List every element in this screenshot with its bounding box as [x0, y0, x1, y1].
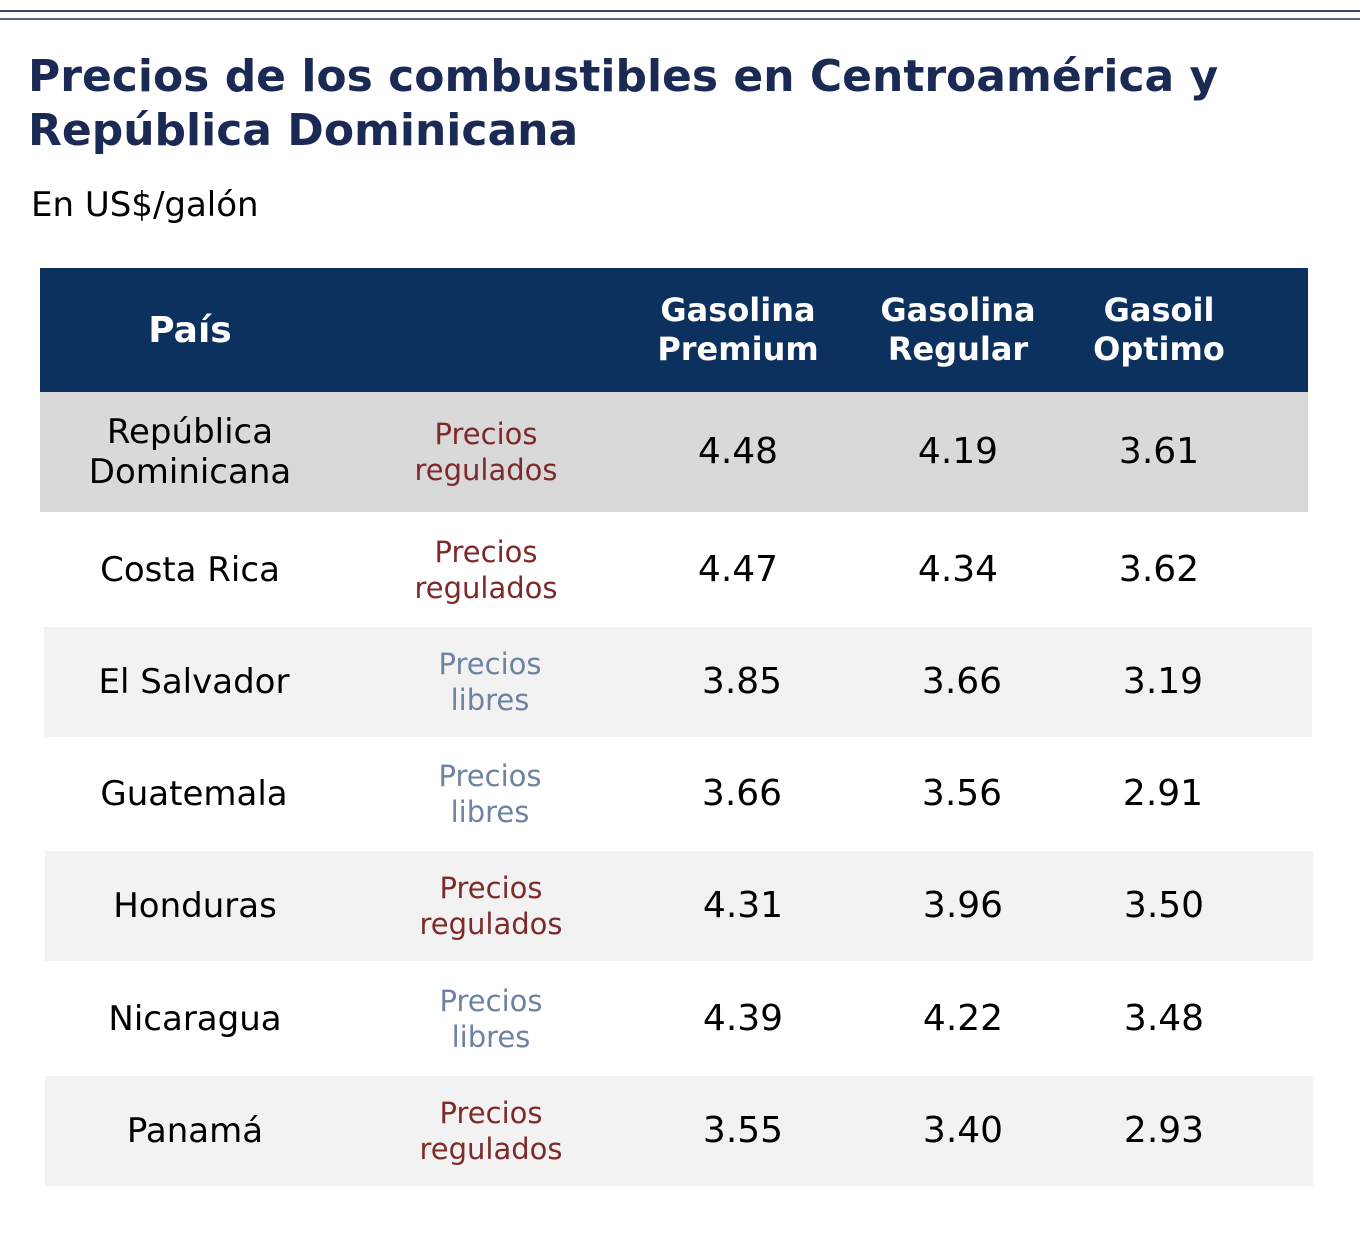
country-cell: República Dominicana [40, 392, 340, 512]
regular-value: 3.56 [854, 737, 1070, 851]
header-cell-pais: País [40, 268, 340, 392]
regime-cell-text: Precios regulados [419, 871, 563, 941]
country-cell: Nicaragua [45, 961, 345, 1076]
header-cell-gasoil: Gasoil Optimo [1050, 268, 1268, 392]
gasoil-value-text: 3.19 [1122, 661, 1204, 702]
table-row: Guatemala Precios libres 3.66 3.56 2.91 [44, 737, 1312, 851]
regular-value-text: 3.56 [921, 773, 1003, 814]
regime-cell-text: Precios regulados [414, 417, 558, 487]
chart-subtitle: En US$/galón [31, 185, 259, 225]
gasoil-value: 3.48 [1055, 961, 1273, 1076]
country-cell: Guatemala [44, 737, 344, 851]
top-rule-secondary [0, 18, 1360, 20]
regular-value: 3.66 [854, 627, 1070, 737]
regime-cell: Precios libres [385, 961, 597, 1076]
regime-cell: Precios regulados [380, 392, 592, 512]
gasoil-value: 2.93 [1055, 1076, 1273, 1186]
regime-cell: Precios libres [384, 737, 596, 851]
regime-cell-text: Precios regulados [419, 1096, 563, 1166]
country-cell-text: República Dominicana [88, 412, 292, 492]
premium-value: 4.39 [635, 961, 851, 1076]
regular-value-text: 3.40 [922, 1110, 1004, 1151]
table-body: República Dominicana Precios regulados 4.4… [40, 392, 1313, 1186]
gasoil-value-text: 3.50 [1123, 885, 1205, 926]
country-cell-text: Costa Rica [100, 549, 280, 590]
header-cell-regular: Gasolina Regular [850, 268, 1066, 392]
premium-value: 4.31 [635, 851, 851, 961]
gasoil-value: 3.50 [1055, 851, 1273, 961]
premium-value: 3.66 [634, 737, 850, 851]
premium-value-text: 4.47 [697, 548, 779, 590]
table-header-row: País Gasolina Premium Gasolina Regular G… [40, 268, 1308, 392]
table-row: República Dominicana Precios regulados 4.4… [40, 392, 1308, 512]
premium-value: 3.85 [634, 627, 850, 737]
premium-value-text: 4.31 [702, 885, 784, 926]
regular-value-text: 3.96 [922, 885, 1004, 926]
premium-value-text: 3.66 [701, 773, 783, 814]
regime-cell: Precios regulados [385, 851, 597, 961]
header-regular-label: Gasolina Regular [880, 291, 1036, 368]
table-row: Costa Rica Precios regulados 4.47 4.34 3.62 [40, 512, 1308, 627]
regular-value: 3.96 [855, 851, 1071, 961]
header-cell-premium: Gasolina Premium [630, 268, 846, 392]
country-cell-text: Honduras [113, 886, 277, 926]
gasoil-value-text: 2.93 [1123, 1110, 1205, 1151]
regime-cell: Precios libres [384, 627, 596, 737]
regime-cell: Precios regulados [380, 512, 592, 627]
regular-value: 4.34 [850, 512, 1066, 627]
country-cell: Panamá [45, 1076, 345, 1186]
premium-value-text: 4.39 [702, 997, 784, 1039]
premium-value: 3.55 [635, 1076, 851, 1186]
country-cell: Honduras [45, 851, 345, 961]
premium-value-text: 3.55 [702, 1110, 784, 1151]
top-rule [0, 10, 1360, 12]
country-cell-text: Panamá [126, 1111, 264, 1151]
gasoil-value: 3.61 [1050, 392, 1268, 512]
fuel-price-table: País Gasolina Premium Gasolina Regular G… [40, 268, 1313, 1186]
gasoil-value: 3.62 [1050, 512, 1268, 627]
regular-value-text: 4.22 [922, 997, 1004, 1039]
regime-cell-text: Precios libres [438, 759, 542, 829]
header-gasoil-label: Gasoil Optimo [1093, 291, 1225, 368]
chart-title: Precios de los combustibles en Centroamé… [28, 51, 1219, 156]
table-row: Honduras Precios regulados 4.31 3.96 3.50 [45, 851, 1313, 961]
regular-value: 3.40 [855, 1076, 1071, 1186]
header-premium-label: Gasolina Premium [657, 291, 819, 368]
gasoil-value-text: 3.48 [1123, 997, 1205, 1039]
gasoil-value-text: 2.91 [1122, 773, 1204, 814]
country-cell: Costa Rica [40, 512, 340, 627]
regular-value-text: 3.66 [921, 661, 1003, 702]
country-cell-text: Nicaragua [108, 998, 282, 1039]
gasoil-value: 3.19 [1054, 627, 1272, 737]
premium-value: 4.47 [630, 512, 846, 627]
gasoil-value-text: 3.62 [1118, 548, 1200, 590]
table-row: Nicaragua Precios libres 4.39 4.22 3.48 [45, 961, 1313, 1076]
regular-value-text: 4.19 [917, 431, 999, 472]
premium-value-text: 3.85 [701, 661, 783, 702]
table-row: Panamá Precios regulados 3.55 3.40 2.93 [45, 1076, 1313, 1186]
regime-cell-text: Precios libres [438, 647, 542, 717]
regular-value: 4.22 [855, 961, 1071, 1076]
header-pais-label: País [148, 309, 232, 351]
country-cell-text: Guatemala [100, 774, 288, 814]
gasoil-value: 2.91 [1054, 737, 1272, 851]
regime-cell: Precios regulados [385, 1076, 597, 1186]
regime-cell-text: Precios libres [439, 983, 543, 1054]
table-row: El Salvador Precios libres 3.85 3.66 3.19 [44, 627, 1312, 737]
premium-value-text: 4.48 [697, 431, 779, 472]
country-cell: El Salvador [44, 627, 344, 737]
country-cell-text: El Salvador [98, 662, 290, 702]
premium-value: 4.48 [630, 392, 846, 512]
regular-value: 4.19 [850, 392, 1066, 512]
gasoil-value-text: 3.61 [1118, 431, 1200, 472]
regular-value-text: 4.34 [917, 548, 999, 590]
regime-cell-text: Precios regulados [414, 534, 558, 605]
